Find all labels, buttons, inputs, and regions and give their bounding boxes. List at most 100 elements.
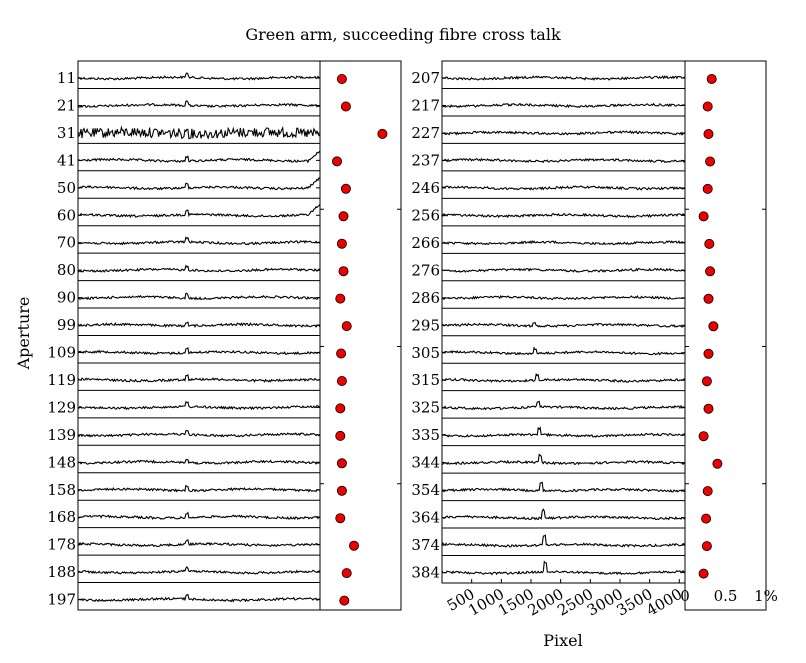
- spectrum-trace: [441, 212, 686, 219]
- spectrum-trace: [77, 177, 321, 191]
- chart-title: Green arm, succeeding fibre cross talk: [245, 25, 561, 44]
- spectrum-trace: [441, 130, 686, 136]
- crosstalk-tick-label: 0.5: [714, 587, 738, 605]
- aperture-label: 41: [57, 151, 76, 169]
- spectrum-trace: [441, 426, 686, 438]
- crosstalk-point: [702, 183, 713, 194]
- aperture-label: 305: [411, 344, 440, 362]
- crosstalk-point: [336, 485, 347, 496]
- crosstalk-point: [338, 266, 349, 277]
- aperture-label: 90: [57, 289, 76, 307]
- aperture-label: 168: [47, 508, 76, 526]
- aperture-label: 109: [47, 344, 76, 362]
- spectrum-trace: [441, 508, 686, 521]
- aperture-label: 207: [411, 69, 440, 87]
- aperture-label: 266: [411, 234, 440, 252]
- aperture-label: 99: [57, 316, 76, 334]
- crosstalk-point: [701, 541, 712, 552]
- aperture-label: 354: [411, 481, 440, 499]
- spectrum-trace: [77, 125, 321, 140]
- crosstalk-point: [335, 403, 346, 414]
- aperture-label: 246: [411, 179, 440, 197]
- crosstalk-point: [712, 458, 723, 469]
- points-layer: [331, 74, 723, 606]
- aperture-label: 344: [411, 454, 440, 472]
- labels-layer: 11 21 31 41 50 60 70 80 90 99 109 119 129 139 148 158 16…: [47, 69, 778, 620]
- crosstalk-frame-1: [684, 60, 767, 611]
- spectrum-trace: [441, 102, 686, 109]
- frames-layer: [77, 60, 767, 611]
- crosstalk-point: [348, 540, 359, 551]
- crosstalk-point: [336, 348, 347, 359]
- aperture-label: 374: [411, 536, 440, 554]
- aperture-label: 11: [57, 69, 76, 87]
- x-axis-label: Pixel: [543, 631, 583, 650]
- spectra-layer: [77, 72, 686, 603]
- aperture-label: 364: [411, 509, 440, 527]
- crosstalk-point: [705, 156, 716, 167]
- aperture-label: 335: [411, 426, 440, 444]
- aperture-label: 139: [47, 426, 76, 444]
- crosstalk-point: [703, 128, 714, 139]
- crosstalk-point: [704, 238, 715, 249]
- crosstalk-point: [702, 101, 713, 112]
- crosstalk-point: [340, 183, 351, 194]
- aperture-label: 188: [47, 563, 76, 581]
- crosstalk-point: [702, 486, 713, 497]
- aperture-label: 21: [57, 96, 76, 114]
- spectrum-trace: [441, 321, 686, 328]
- crosstalk-point: [335, 430, 346, 441]
- aperture-label: 31: [57, 124, 76, 142]
- spectrum-trace: [77, 321, 321, 329]
- crosstalk-point: [341, 321, 352, 332]
- crosstalk-tick-label: 0: [680, 587, 690, 605]
- crosstalk-point: [706, 74, 717, 85]
- crosstalk-point: [336, 74, 347, 85]
- spectrum-trace: [441, 346, 686, 356]
- crosstalk-point: [336, 375, 347, 386]
- aperture-label: 276: [411, 261, 440, 279]
- crosstalk-point: [703, 348, 714, 359]
- aperture-label: 60: [57, 206, 76, 224]
- spectrum-trace: [77, 100, 321, 109]
- aperture-label: 295: [411, 316, 440, 334]
- aperture-label: 178: [47, 536, 76, 554]
- aperture-label: 80: [57, 261, 76, 279]
- spectrum-trace: [77, 236, 321, 246]
- spectrum-trace: [77, 264, 321, 273]
- crosstalk-point: [698, 211, 709, 222]
- crosstalk-point: [698, 568, 709, 579]
- aperture-label: 256: [411, 206, 440, 224]
- aperture-label: 197: [47, 591, 76, 609]
- crosstalk-point: [336, 238, 347, 249]
- spectrum-trace: [78, 593, 321, 603]
- crosstalk-point: [698, 431, 709, 442]
- spectrum-trace: [77, 203, 321, 219]
- crosstalk-point: [701, 376, 712, 387]
- aperture-label: 148: [47, 453, 76, 471]
- spectrum-trace: [77, 484, 321, 493]
- spectrum-trace: [77, 400, 321, 411]
- aperture-label: 50: [57, 179, 76, 197]
- spectrum-trace: [77, 373, 321, 383]
- crosstalk-point: [701, 513, 712, 524]
- crosstalk-point: [335, 513, 346, 524]
- aperture-label: 227: [411, 124, 440, 142]
- aperture-label: 217: [411, 97, 440, 115]
- crosstalk-point: [377, 128, 388, 139]
- aperture-label: 286: [411, 289, 440, 307]
- spectrum-trace: [77, 459, 321, 465]
- crosstalk-point: [335, 293, 346, 304]
- spectrum-trace: [441, 372, 686, 383]
- crosstalk-tick-label: 1%: [754, 587, 778, 605]
- spectrum-trace: [441, 534, 686, 548]
- crosstalk-point: [341, 568, 352, 579]
- aperture-label: 315: [411, 371, 440, 389]
- spectrum-trace: [441, 157, 686, 164]
- spectrum-trace: [441, 75, 686, 81]
- aperture-label: 158: [47, 481, 76, 499]
- spectrum-trace: [77, 347, 321, 356]
- crosstalk-point: [338, 211, 349, 222]
- spectrum-trace: [442, 267, 686, 273]
